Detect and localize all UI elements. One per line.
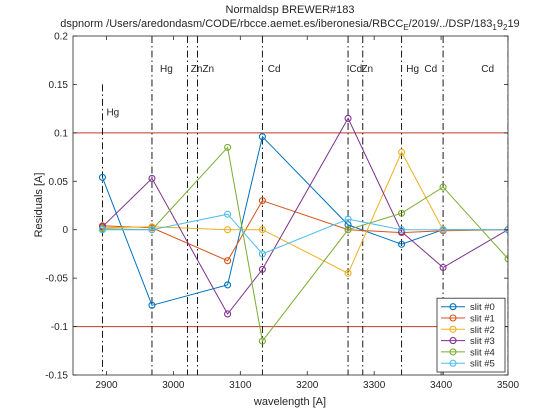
annotation-8: Cd [481,64,494,75]
series-3-point-1 [148,174,156,182]
annotation-3: Cd [268,64,281,75]
y-tick-label-1: -0.1 [51,322,69,333]
y-tick-label-0: -0.15 [45,371,68,382]
legend-marker-1 [449,314,457,322]
series-line-0 [101,135,508,306]
series-4-point-7 [504,255,508,263]
x-tick-label-3: 3200 [296,380,319,391]
legend-marker-3 [449,337,457,345]
legend-label-2: slit #2 [470,325,495,336]
legend-label-3: slit #3 [470,336,495,347]
legend-label-0: slit #0 [470,302,495,313]
legend-marker-0 [449,303,457,311]
series-4-point-3 [258,337,266,345]
series-2-point-3 [258,226,266,234]
y-tick-label-4: 0.05 [49,177,69,188]
series-line-1 [102,200,508,262]
series-1-point-3 [258,197,266,205]
series-line-4 [102,146,508,343]
chart-subtitle: dspnorm /Users/aredondasm/CODE/rbcce.aem… [60,18,519,32]
plot-content [73,36,508,375]
series-4-point-5 [398,209,406,217]
subtitle-main: dspnorm /Users/aredondasm/CODE/rbcce.aem… [60,18,403,30]
series-3-point-6 [439,263,447,272]
axes-box [72,35,509,376]
series-4-point-4 [344,226,352,234]
series-0-point-1 [148,301,156,309]
series-5-point-2 [224,210,232,218]
y-axis-label: Residuals [A] [33,173,45,238]
legend-label-1: slit #1 [470,314,495,325]
series-5-point-3 [258,250,266,258]
series-line-5 [102,213,508,255]
annotation-6: Hg [406,64,419,75]
series-3-point-3 [258,265,266,273]
legend-label-5: slit #5 [470,359,495,370]
series-2-point-4 [344,269,352,277]
series-0-point-2 [224,281,232,289]
x-tick-label-4: 3300 [363,380,386,391]
subtitle-rest: /2019/../DSP/183 [409,18,493,30]
series-line-3 [102,117,508,315]
series-5-point-5 [398,226,406,234]
annotation-2: ZnZn [191,64,214,75]
legend-label-4: slit #4 [470,347,495,358]
legend-marker-2 [449,325,457,333]
series-0-point-0 [98,173,106,181]
series-3-point-2 [224,310,232,318]
series-0-point-5 [398,240,406,248]
series-2-point-2 [224,226,232,234]
y-tick-label-3: 0 [62,225,68,236]
subtitle-tail: 19 [507,18,519,30]
annotation-5: Zn [361,64,373,75]
annotation-1: Hg [160,64,173,75]
legend-marker-4 [449,348,457,356]
subtitle-sub-2: 2 [503,23,508,32]
series-5-point-6 [439,226,447,234]
series-5-point-1 [148,226,156,234]
y-tick-label-2: -0.05 [45,274,68,285]
subtitle-sub-e: E [403,23,408,32]
x-tick-label-0: 2900 [95,380,118,391]
series-3-point-4 [344,114,352,122]
chart-title: Normaldsp BREWER#183 [226,4,355,16]
series-2-point-5 [398,148,406,156]
y-tick-label-5: 0.1 [54,128,68,139]
subtitle-sub-1: 1 [492,23,497,32]
annotation-0: Hg [106,107,119,118]
y-tick-label-7: 0.2 [54,32,68,43]
series-0-point-3 [258,133,266,141]
series-5-point-4 [344,215,352,223]
legend-box [436,297,506,373]
annotation-7: Cd [424,64,437,75]
subtitle-nine: 9 [497,18,503,30]
series-4-point-6 [439,183,447,191]
annotation-4: Cd [349,64,362,75]
x-axis-label: wavelength [A] [253,396,326,408]
legend-marker-5 [449,359,457,367]
axes-background [73,36,508,375]
x-tick-label-1: 3000 [162,380,185,391]
series-1-point-2 [224,257,232,265]
x-tick-label-6: 3500 [497,380,520,391]
series-5-point-0 [98,226,106,234]
series-4-point-2 [224,143,232,151]
x-tick-label-5: 3400 [430,380,453,391]
y-tick-label-6: 0.15 [49,80,69,91]
x-tick-label-2: 3100 [229,380,252,391]
series-3-point-5 [398,228,406,236]
